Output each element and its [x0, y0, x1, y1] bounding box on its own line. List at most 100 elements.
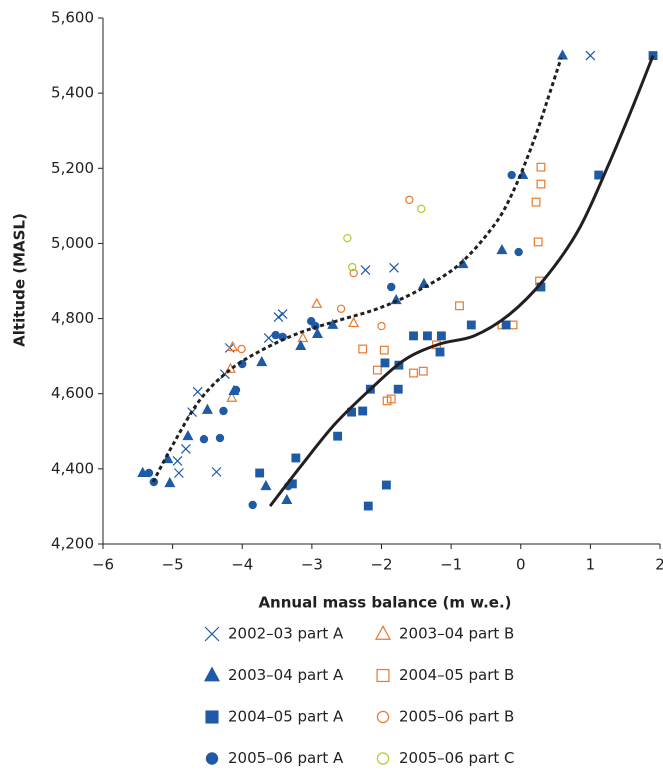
point — [311, 327, 323, 338]
point — [405, 195, 414, 205]
point — [423, 331, 432, 341]
point — [349, 268, 358, 278]
fit-curve — [151, 57, 563, 483]
point — [372, 365, 382, 375]
point — [248, 500, 257, 510]
point — [173, 468, 184, 478]
legend-label: 2005–06 part C — [399, 749, 515, 767]
point — [514, 247, 523, 257]
point — [277, 309, 288, 319]
legend-marker — [376, 710, 390, 724]
x-axis-title: Annual mass balance (m w.e.) — [258, 594, 511, 612]
point — [297, 331, 309, 343]
point — [436, 331, 446, 341]
point — [333, 431, 343, 441]
point — [393, 384, 403, 394]
point — [273, 312, 284, 322]
point — [536, 162, 546, 172]
fit-curve — [268, 55, 655, 507]
legend-marker — [376, 668, 390, 683]
point — [363, 501, 373, 511]
point — [255, 468, 265, 478]
y-tick-label: 5,000 — [51, 234, 94, 252]
x-tick-label: −5 — [162, 556, 184, 574]
legend-label: 2005–06 part A — [228, 749, 344, 767]
point — [172, 456, 183, 466]
y-axis-title: Altitude (MASL) — [11, 213, 29, 347]
point — [358, 344, 368, 354]
point — [379, 345, 389, 355]
point — [531, 197, 541, 207]
y-tick-label: 4,400 — [51, 459, 94, 477]
legend-label: 2004–05 part B — [399, 666, 514, 684]
point — [536, 179, 546, 189]
point — [358, 406, 368, 416]
y-tick-label: 5,400 — [51, 84, 94, 102]
y-tick-label: 4,800 — [51, 309, 94, 327]
legend-label: 2005–06 part B — [399, 708, 514, 726]
point — [231, 385, 241, 395]
point — [164, 476, 176, 488]
point — [507, 170, 516, 180]
x-tick-label: 0 — [516, 556, 526, 574]
point — [348, 262, 357, 272]
point — [162, 452, 174, 464]
point — [271, 330, 280, 340]
point — [281, 493, 293, 505]
point — [557, 49, 569, 60]
point — [435, 347, 445, 357]
point — [199, 434, 209, 444]
point — [381, 480, 391, 490]
x-tick-label: −3 — [301, 556, 323, 574]
legend-marker — [203, 666, 221, 682]
legend-label: 2002–03 part A — [228, 625, 344, 643]
point — [192, 386, 203, 397]
point — [360, 265, 371, 276]
x-tick-label: −4 — [231, 556, 253, 574]
point — [211, 466, 222, 477]
legend-marker — [204, 626, 220, 642]
point — [343, 233, 352, 243]
point — [219, 406, 228, 416]
y-tick-label: 5,600 — [51, 9, 94, 27]
point — [311, 297, 323, 308]
x-tick-label: −2 — [370, 556, 392, 574]
y-tick-label: 5,200 — [51, 159, 94, 177]
point — [144, 468, 154, 478]
legend-marker — [376, 752, 390, 765]
point — [237, 344, 246, 354]
legend-marker — [374, 625, 392, 640]
x-tick-label: 1 — [586, 556, 596, 574]
point — [182, 429, 194, 441]
point — [226, 391, 238, 402]
x-tick-label: 2 — [655, 556, 663, 574]
legend-marker — [205, 710, 219, 724]
point — [455, 301, 464, 311]
point — [180, 444, 191, 454]
y-tick-label: 4,200 — [51, 535, 94, 553]
point — [409, 331, 418, 341]
point — [418, 366, 428, 376]
point — [416, 204, 426, 214]
point — [496, 243, 508, 255]
point — [377, 321, 386, 331]
point — [336, 304, 346, 314]
point — [389, 262, 399, 273]
point — [256, 355, 268, 367]
x-tick-label: −6 — [92, 556, 114, 574]
point — [226, 340, 239, 352]
point — [409, 368, 418, 378]
x-tick-label: −1 — [440, 556, 462, 574]
y-tick-label: 4,600 — [51, 384, 94, 402]
point — [295, 339, 307, 350]
point — [501, 320, 511, 330]
point — [380, 358, 390, 368]
point — [260, 479, 272, 491]
legend-label: 2004–05 part A — [228, 708, 344, 726]
point — [291, 453, 301, 463]
point — [215, 433, 225, 443]
legend-marker — [205, 752, 219, 765]
point — [387, 282, 396, 292]
legend-label: 2003–04 part B — [399, 625, 514, 643]
